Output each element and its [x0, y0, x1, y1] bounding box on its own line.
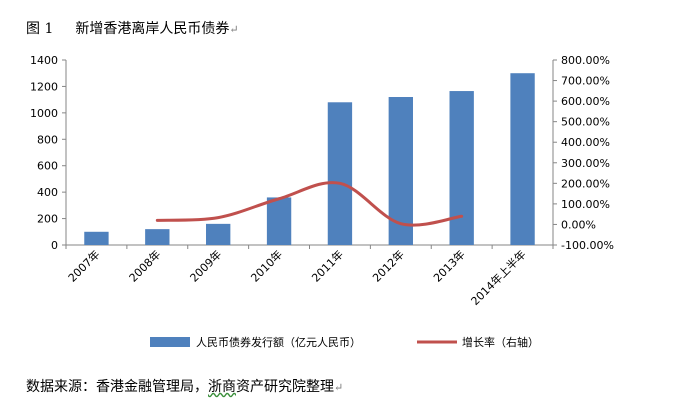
y-right-tick-label: 500.00%: [561, 116, 610, 129]
y-left-tick-label: 1200: [30, 80, 58, 93]
x-category-label: 2010年: [248, 247, 285, 284]
x-category-label: 2011年: [309, 247, 346, 284]
figure-number: 图 1: [26, 21, 54, 37]
source-prefix: 数据来源：香港金融管理局，: [26, 379, 208, 395]
y-right-tick-label: 100.00%: [561, 198, 610, 211]
legend-label-bar: 人民币债券发行额（亿元人民币）: [196, 335, 361, 349]
y-right-tick-label: 700.00%: [561, 75, 610, 88]
source-underlined: 浙商: [208, 379, 236, 395]
y-left-tick-label: 1000: [30, 107, 58, 120]
y-right-tick-label: -100.00%: [561, 239, 614, 252]
paragraph-mark: ↵: [334, 381, 344, 394]
y-right-tick-label: 200.00%: [561, 177, 610, 190]
y-left-tick-label: 800: [37, 133, 58, 146]
bar: [510, 73, 535, 245]
bar: [266, 197, 292, 245]
bar: [449, 91, 474, 245]
y-right-tick-label: 600.00%: [561, 95, 610, 108]
y-right-tick-label: 300.00%: [561, 157, 610, 170]
y-left-tick-label: 1400: [30, 54, 58, 67]
y-right-tick-label: 800.00%: [561, 54, 610, 67]
source-note: 数据来源：香港金融管理局，浙商资产研究院整理↵: [26, 376, 343, 396]
x-category-label: 2007年: [65, 247, 102, 284]
x-category-label: 2012年: [369, 247, 406, 284]
y-left-tick-label: 600: [37, 160, 58, 173]
bar: [145, 229, 170, 245]
x-category-label: 2009年: [187, 247, 224, 284]
growth-line: [155, 181, 464, 227]
paragraph-mark: ↵: [229, 23, 239, 36]
legend-swatch-bar: [150, 337, 190, 347]
y-left-tick-label: 0: [51, 239, 58, 252]
x-category-label: 2014年上半年: [468, 247, 529, 308]
x-category-label: 2013年: [430, 247, 467, 284]
chart-title: 图 1 新增香港离岸人民币债券↵: [26, 18, 239, 38]
bar: [206, 223, 231, 245]
x-category-label: 2008年: [126, 247, 163, 284]
y-right-tick-label: 0.00%: [561, 218, 596, 231]
y-left-tick-label: 200: [37, 213, 58, 226]
title-text: 新增香港离岸人民币债券: [75, 21, 230, 37]
source-suffix: 资产研究院整理: [236, 379, 334, 395]
legend-label-line: 增长率（右轴）: [462, 335, 539, 349]
bar: [84, 231, 109, 245]
y-right-tick-label: 400.00%: [561, 136, 610, 149]
y-left-tick-label: 400: [37, 186, 58, 199]
bar: [327, 102, 353, 246]
